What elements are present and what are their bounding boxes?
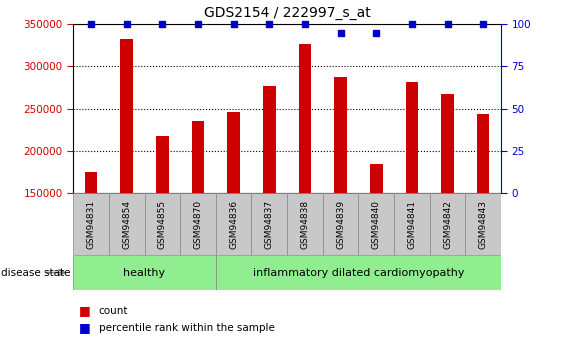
Text: GSM94840: GSM94840 [372,200,381,249]
Text: ■: ■ [79,304,91,317]
Text: healthy: healthy [123,268,166,277]
Text: inflammatory dilated cardiomyopathy: inflammatory dilated cardiomyopathy [253,268,464,277]
Text: GSM94837: GSM94837 [265,200,274,249]
Text: percentile rank within the sample: percentile rank within the sample [99,323,274,333]
Text: ■: ■ [79,321,91,334]
Bar [145,193,180,255]
Bar [227,112,240,193]
Bar [180,193,216,255]
Text: GSM94831: GSM94831 [87,200,96,249]
Bar [394,193,430,255]
Bar [441,94,454,193]
Bar [466,193,501,255]
Text: GSM94838: GSM94838 [301,200,310,249]
Bar [216,255,501,290]
Text: count: count [99,306,128,315]
Bar [73,255,216,290]
Bar [299,45,311,193]
Bar [85,172,97,193]
Text: GSM94855: GSM94855 [158,200,167,249]
Bar [192,121,204,193]
Bar [216,193,252,255]
Title: GDS2154 / 222997_s_at: GDS2154 / 222997_s_at [204,6,370,20]
Bar [263,86,275,193]
Bar [406,82,418,193]
Text: GSM94870: GSM94870 [194,200,203,249]
Bar [370,164,382,193]
Text: GSM94836: GSM94836 [229,200,238,249]
Text: GSM94841: GSM94841 [408,200,417,249]
Bar [252,193,287,255]
Bar [477,114,489,193]
Bar [109,193,145,255]
Bar [359,193,394,255]
Text: GSM94854: GSM94854 [122,200,131,249]
Text: disease state: disease state [1,268,70,277]
Bar [323,193,359,255]
Text: GSM94842: GSM94842 [443,200,452,249]
Text: GSM94843: GSM94843 [479,200,488,249]
Bar [156,136,168,193]
Text: GSM94839: GSM94839 [336,200,345,249]
Bar [334,77,347,193]
Bar [287,193,323,255]
Bar [120,39,133,193]
Bar [430,193,466,255]
Bar [73,193,109,255]
